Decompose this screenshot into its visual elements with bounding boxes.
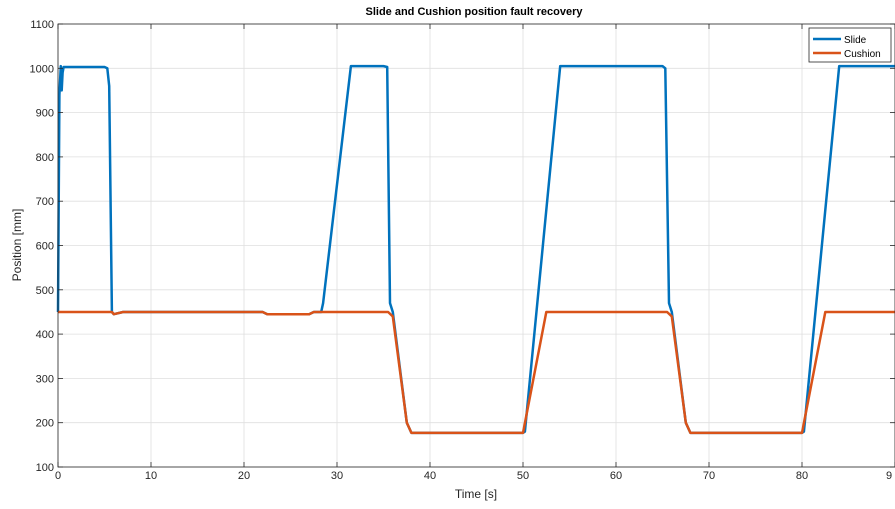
y-tick-label: 500	[36, 285, 54, 297]
x-tick-label: 30	[331, 470, 343, 482]
chart-title: Slide and Cushion position fault recover…	[366, 6, 584, 18]
y-tick-label: 1000	[30, 63, 54, 75]
x-tick-label: 10	[145, 470, 157, 482]
legend-box	[808, 27, 892, 63]
legend-label-cushion: Cushion	[844, 49, 881, 60]
legend-label-slide: Slide	[844, 35, 867, 46]
x-tick-label: 40	[424, 470, 436, 482]
chart-legend: Slide Cushion	[808, 27, 892, 63]
x-axis-label: Time [s]	[455, 487, 497, 501]
grid-lines	[57, 23, 895, 468]
series-line-cushion	[58, 310, 895, 435]
x-tick-label: 70	[703, 470, 715, 482]
y-tick-label: 400	[36, 329, 54, 341]
series-lines	[56, 64, 895, 435]
y-tick-label: 600	[36, 241, 54, 253]
y-tick-label: 300	[36, 373, 54, 385]
x-tick-label: 60	[610, 470, 622, 482]
y-tick-label: 200	[36, 418, 54, 430]
x-tick-label: 0	[55, 470, 61, 482]
y-tick-label: 100	[36, 462, 54, 474]
x-tick-label: 50	[517, 470, 529, 482]
y-tick-label: 700	[36, 196, 54, 208]
x-tick-label: 20	[238, 470, 250, 482]
x-tick-label: 80	[796, 470, 808, 482]
y-axis-label: Position [mm]	[10, 209, 24, 282]
axis-ticks: 0 10 20 30 40 50 60 70 80 9 100 200 300 400 500 600 700 8…	[30, 19, 895, 482]
y-tick-label: 1100	[30, 19, 54, 31]
y-tick-label: 900	[36, 108, 54, 120]
y-tick-label: 800	[36, 152, 54, 164]
x-tick-label: 9	[886, 470, 892, 482]
series-line-slide	[56, 64, 895, 435]
